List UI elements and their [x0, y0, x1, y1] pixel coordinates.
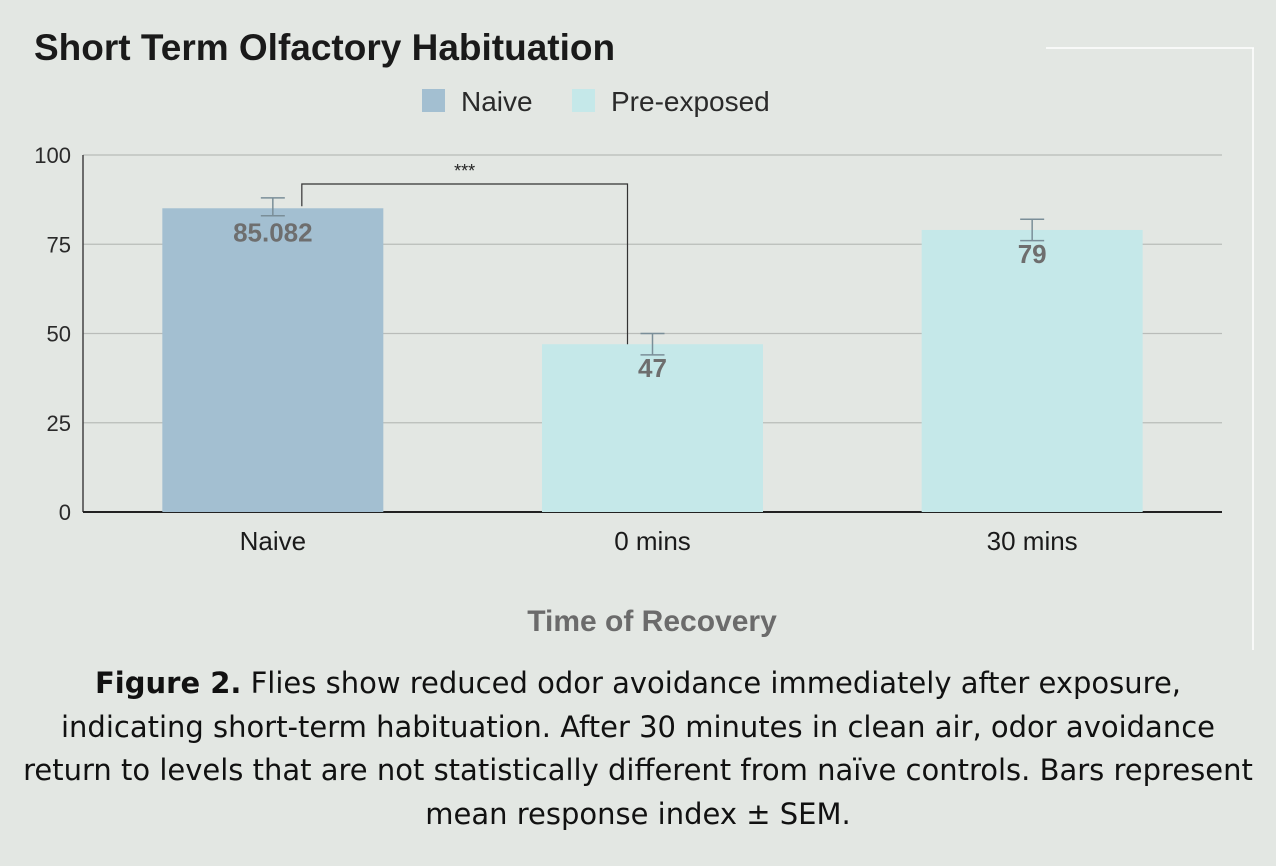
- significance-line: [301, 183, 629, 345]
- x-tick-label: Naive: [240, 526, 306, 556]
- caption-label: Figure 2.: [94, 666, 242, 700]
- decorative-frame: [1046, 47, 1254, 650]
- value-label: 47: [638, 353, 667, 383]
- chart-title: Short Term Olfactory Habituation: [34, 27, 615, 68]
- y-axis-ticks: 0 25 50 75 100: [34, 143, 71, 525]
- value-labels: 85.082 47 79: [233, 217, 1047, 383]
- bar: [162, 208, 384, 512]
- x-tick-label: 0 mins: [614, 526, 691, 556]
- significance-bracket: ***: [301, 161, 629, 345]
- y-tick-label: 100: [34, 143, 71, 168]
- legend-swatch-naive: [422, 89, 445, 112]
- x-axis-title: Time of Recovery: [527, 605, 777, 638]
- bar: [921, 229, 1143, 512]
- y-tick-label: 50: [47, 322, 71, 347]
- bar: [542, 344, 763, 512]
- value-label: 85.082: [233, 217, 313, 247]
- legend-label: Pre-exposed: [611, 86, 770, 117]
- x-axis-ticks: Naive 0 mins 30 mins: [240, 526, 1078, 556]
- y-tick-label: 75: [47, 232, 71, 257]
- bars: [162, 208, 1143, 512]
- error-bars: [260, 197, 1045, 356]
- chart: Short Term Olfactory Habituation Naive Pr…: [34, 27, 1254, 650]
- figure-caption: Figure 2. Flies show reduced odor avoida…: [20, 662, 1256, 836]
- legend: Naive Pre-exposed: [422, 86, 770, 117]
- y-tick-label: 25: [47, 411, 71, 436]
- legend-label: Naive: [461, 86, 533, 117]
- y-tick-label: 0: [59, 500, 71, 525]
- significance-label: ***: [454, 161, 475, 181]
- value-label: 79: [1018, 239, 1047, 269]
- caption-text: Flies show reduced odor avoidance immedi…: [23, 666, 1253, 831]
- legend-swatch-pre-exposed: [572, 89, 595, 112]
- x-tick-label: 30 mins: [987, 526, 1078, 556]
